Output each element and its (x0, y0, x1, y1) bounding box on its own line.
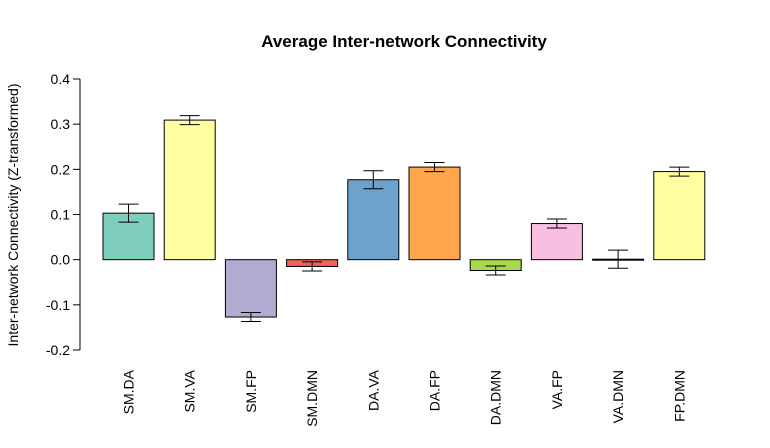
x-tick-label: SM.DA (121, 369, 137, 414)
error-bar-sm-dmn (302, 261, 323, 272)
x-tick-label: DA.DMN (488, 370, 504, 425)
y-tick-label: 0.4 (51, 71, 71, 87)
x-tick-label: VA.FP (549, 370, 565, 409)
bar-sm-va (163, 119, 216, 261)
x-tick-label: SM.VA (182, 369, 198, 412)
chart-title: Average Inter-network Connectivity (261, 32, 547, 51)
bar-fp-dmn (653, 171, 706, 261)
y-tick-label: 0.1 (51, 207, 71, 223)
x-tick-label: VA.DMN (610, 370, 626, 423)
error-bar-sm-fp (240, 312, 261, 323)
x-tick-label: DA.FP (427, 370, 443, 411)
y-axis-label: Inter-network Connectivity (Z-transforme… (5, 84, 21, 347)
bar-va-fp (530, 223, 583, 261)
error-bar-da-fp (424, 162, 445, 173)
y-tick-label: 0.3 (51, 116, 71, 132)
y-tick-label: 0.2 (51, 161, 71, 177)
error-bar-da-dmn (485, 265, 506, 276)
bar-da-va (347, 179, 400, 261)
error-bar-va-fp (546, 218, 567, 229)
error-bar-sm-va (179, 115, 200, 126)
y-tick-label: -0.1 (46, 297, 70, 313)
error-bars (118, 115, 690, 323)
x-tick-label: SM.FP (243, 370, 259, 413)
bar-sm-fp (224, 259, 277, 318)
x-tick-label: SM.DMN (304, 370, 320, 427)
y-axis: -0.2 -0.1 0.0 0.1 0.2 0.3 0.4 (46, 71, 81, 358)
bars (102, 119, 706, 318)
error-bar-sm-da (118, 203, 139, 223)
x-axis-labels: SM.DA SM.VA SM.FP SM.DMN DA.VA DA.FP DA.DMN VA.… (121, 369, 688, 426)
error-bar-fp-dmn (669, 166, 690, 177)
bar-da-fp (408, 166, 461, 261)
x-tick-label: FP.DMN (671, 370, 687, 422)
error-bar-da-va (363, 170, 384, 190)
y-tick-label: 0.0 (51, 252, 71, 268)
y-tick-label: -0.2 (46, 342, 70, 358)
x-tick-label: DA.VA (365, 369, 381, 411)
error-bar-va-dmn (608, 249, 629, 269)
